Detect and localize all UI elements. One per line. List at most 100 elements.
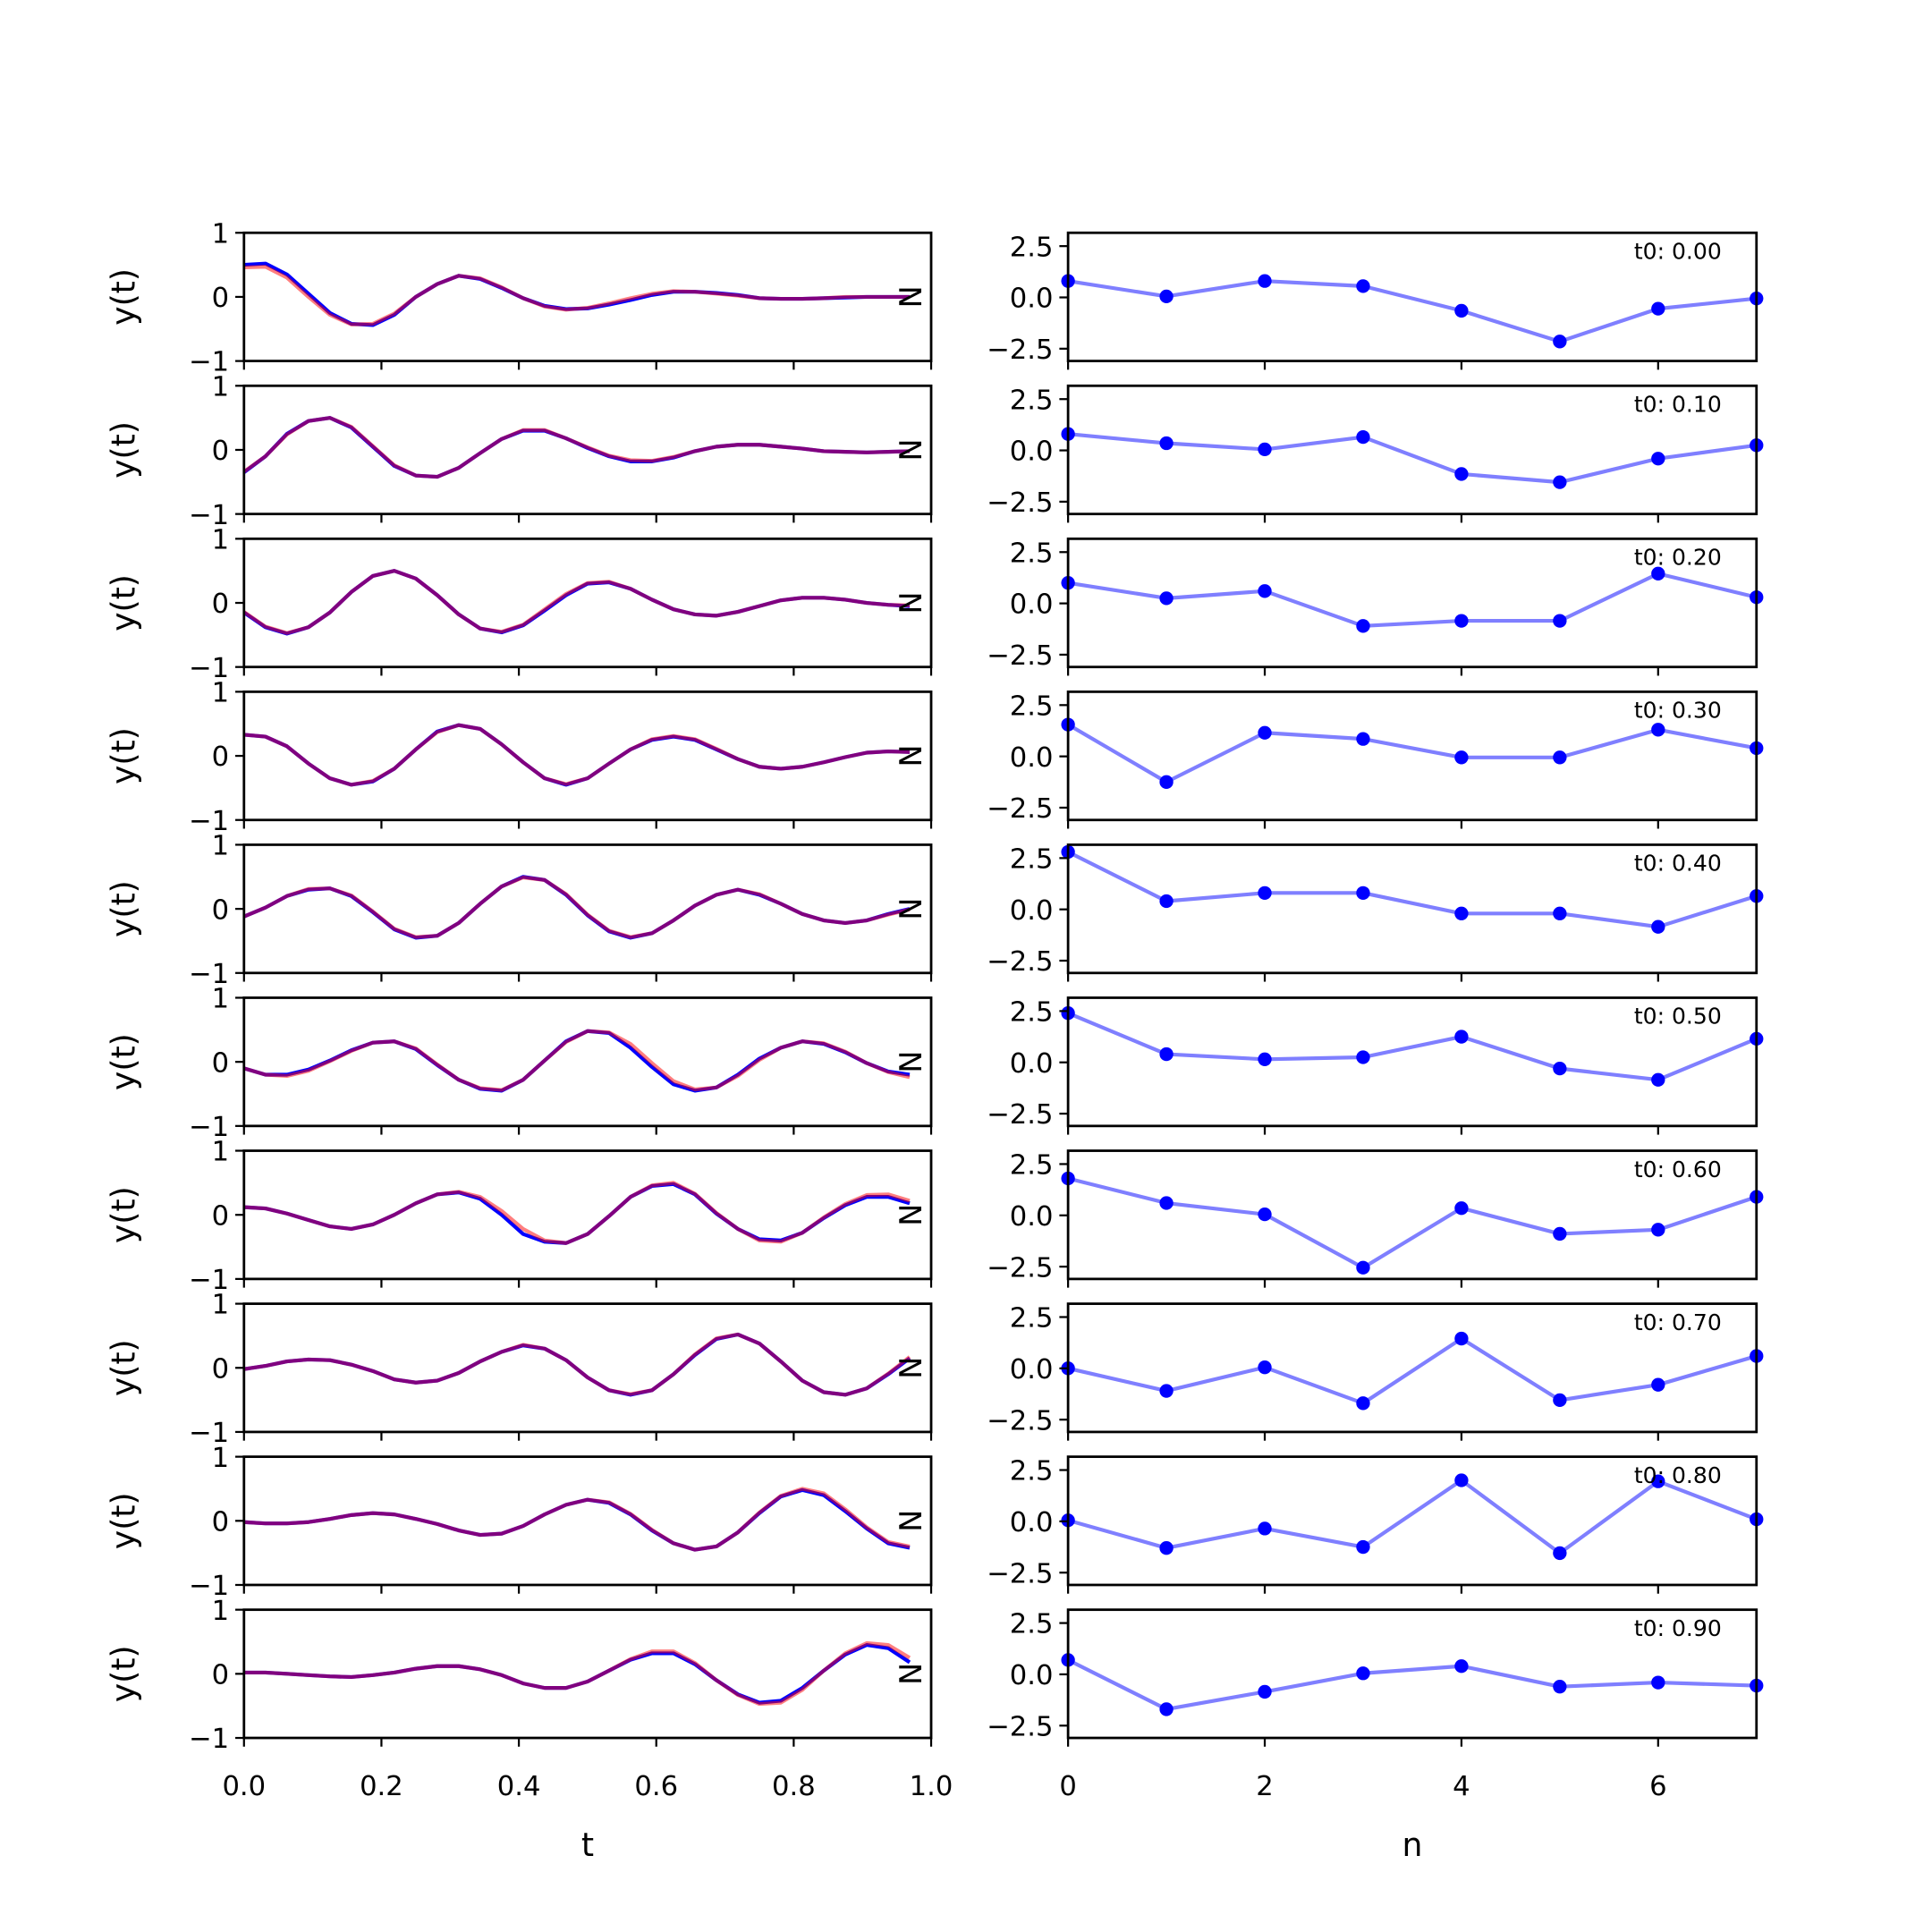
data-point	[1159, 1384, 1174, 1398]
annotation: t0: 0.50	[1634, 1004, 1722, 1030]
y-tick-label: 1	[212, 1596, 229, 1627]
y-tick-label: 1	[212, 524, 229, 555]
y-tick-label: 0	[212, 436, 229, 467]
data-point	[1553, 1226, 1567, 1241]
y-tick-label: −2.5	[987, 793, 1053, 825]
data-point	[1651, 723, 1665, 737]
data-point	[1356, 886, 1370, 900]
data-point	[1651, 301, 1665, 316]
y-tick-label: 2.5	[1010, 232, 1054, 263]
x-tick-label: 0	[1059, 1771, 1076, 1802]
y-tick-label: −2.5	[987, 946, 1053, 978]
data-point	[1651, 919, 1665, 934]
data-point	[1356, 1539, 1370, 1555]
series-line	[243, 265, 911, 326]
y-tick-label: −2.5	[987, 640, 1053, 672]
data-point	[1356, 1050, 1370, 1064]
y-tick-label: −2.5	[987, 1252, 1053, 1284]
y-tick-label: 1	[212, 678, 229, 709]
y-axis-label: y(t)	[104, 1033, 142, 1090]
series-line	[1067, 1478, 1758, 1555]
data-point	[1553, 1546, 1567, 1561]
data-point	[1651, 1675, 1665, 1690]
data-point	[1258, 442, 1272, 457]
y-axis-label: y(t)	[104, 574, 142, 631]
data-point	[1356, 732, 1370, 746]
y-axis-label: y(t)	[104, 421, 142, 479]
series-line	[1067, 432, 1758, 485]
data-point	[1159, 1541, 1174, 1555]
annotation: N	[894, 592, 928, 614]
data-point	[1159, 591, 1174, 606]
y-tick-label: −2.5	[987, 1711, 1053, 1742]
data-point	[1356, 279, 1370, 293]
annotation: t0: 0.00	[1634, 238, 1722, 264]
x-axis-label: t	[581, 1826, 594, 1864]
data-point	[1159, 894, 1174, 909]
x-axis-label: n	[1402, 1826, 1422, 1864]
y-tick-label: 0.0	[1010, 284, 1054, 315]
annotation: N	[894, 1204, 928, 1226]
y-tick-label: −1	[189, 1571, 229, 1602]
series-line	[243, 1487, 911, 1552]
y-tick-label: −1	[189, 959, 229, 990]
series-line	[243, 1181, 911, 1245]
data-point	[1553, 906, 1567, 920]
data-point	[1454, 467, 1469, 481]
y-tick-label: 0	[212, 1659, 229, 1690]
data-point	[1454, 614, 1469, 628]
y-tick-label: 2.5	[1010, 385, 1054, 416]
y-tick-label: 2.5	[1010, 1609, 1054, 1640]
data-point	[1356, 1396, 1370, 1411]
data-point	[1356, 619, 1370, 633]
data-point	[1651, 1223, 1665, 1237]
data-point	[1356, 1260, 1370, 1275]
data-point	[1651, 566, 1665, 580]
annotation: N	[894, 898, 928, 920]
y-tick-label: −1	[189, 1265, 229, 1296]
y-tick-label: 0.0	[1010, 1201, 1054, 1233]
data-point	[1258, 1207, 1272, 1222]
series-line	[1067, 850, 1758, 929]
annotation: t0: 0.40	[1634, 851, 1722, 877]
series-line	[1067, 723, 1758, 784]
annotation: t0: 0.30	[1634, 698, 1722, 724]
data-point	[1159, 1046, 1174, 1062]
x-tick-label: 1.0	[910, 1771, 953, 1802]
y-tick-label: 1	[212, 1137, 229, 1168]
x-tick-label: 0.4	[497, 1771, 541, 1802]
annotation: t0: 0.20	[1634, 545, 1722, 571]
data-point	[1159, 1702, 1174, 1716]
y-axis-label: y(t)	[104, 1339, 142, 1396]
y-tick-label: 0	[212, 1506, 229, 1538]
data-point	[1651, 1377, 1665, 1392]
y-tick-label: 0.0	[1010, 1048, 1054, 1080]
y-tick-label: −2.5	[987, 1405, 1053, 1436]
y-tick-label: −2.5	[987, 1558, 1053, 1589]
series-line	[243, 1332, 911, 1397]
x-tick-label: 6	[1649, 1771, 1666, 1802]
series-line	[242, 569, 911, 635]
data-point	[1651, 1474, 1665, 1488]
annotation: t0: 0.80	[1634, 1462, 1722, 1488]
data-point	[1258, 725, 1272, 740]
y-tick-label: 1	[212, 1290, 229, 1321]
data-point	[1159, 436, 1174, 451]
data-point	[1553, 1680, 1567, 1694]
data-point	[1159, 289, 1174, 304]
series-line	[1067, 572, 1758, 628]
y-axis-label: y(t)	[104, 727, 142, 784]
annotation: N	[894, 745, 928, 767]
data-point	[1258, 886, 1272, 900]
y-tick-label: 0	[212, 589, 229, 620]
y-tick-label: 2.5	[1010, 843, 1054, 875]
series-line	[1067, 1336, 1758, 1405]
y-tick-label: 0	[212, 741, 229, 773]
y-tick-label: 1	[212, 218, 229, 250]
y-tick-label: 0	[212, 1200, 229, 1232]
y-tick-label: 0.0	[1010, 1354, 1054, 1385]
data-point	[1454, 1473, 1469, 1487]
x-tick-label: 2	[1256, 1771, 1273, 1802]
y-tick-label: 0.0	[1010, 1660, 1054, 1691]
